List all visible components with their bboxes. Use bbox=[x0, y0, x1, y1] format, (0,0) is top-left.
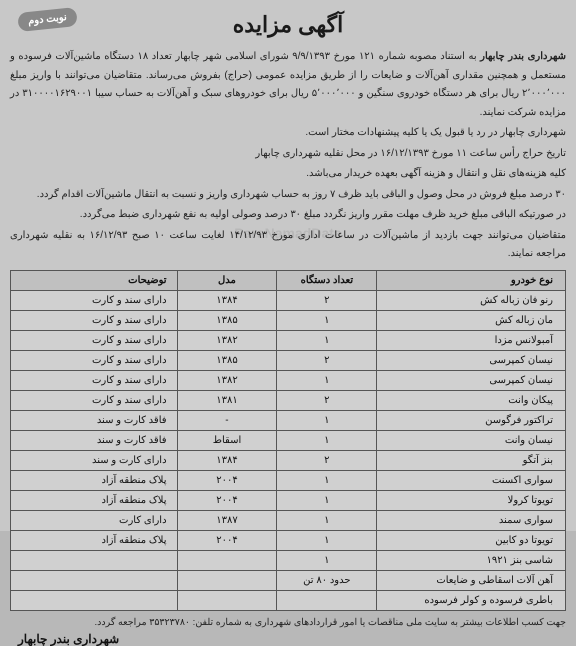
table-row: آمبولانس مزدا۱۱۳۸۲دارای سند و کارت bbox=[11, 330, 566, 350]
table-body: رنو فان زباله کش۲۱۳۸۴دارای سند و کارتمان… bbox=[11, 290, 566, 610]
table-cell: ۱۳۸۴ bbox=[177, 450, 277, 470]
table-cell: ۱ bbox=[277, 470, 377, 490]
table-cell: دارای سند و کارت bbox=[11, 390, 178, 410]
table-cell: پیکان وانت bbox=[377, 390, 566, 410]
table-row: نیسان کمپرسی۱۱۳۸۲دارای سند و کارت bbox=[11, 370, 566, 390]
paragraph: متقاضیان می‌توانند جهت بازدید از ماشین‌آ… bbox=[10, 227, 566, 264]
table-cell bbox=[11, 550, 178, 570]
table-cell: ۱۳۸۱ bbox=[177, 390, 277, 410]
table-cell: ۱۳۸۵ bbox=[177, 310, 277, 330]
footer-contact: جهت کسب اطلاعات بیشتر به سایت ملی مناقصا… bbox=[10, 617, 566, 628]
table-cell: شاسی بنز ۱۹۲۱ bbox=[377, 550, 566, 570]
table-cell: باطری فرسوده و کولر فرسوده bbox=[377, 590, 566, 610]
table-cell: ۱۳۸۷ bbox=[177, 510, 277, 530]
table-cell: نیسان کمپرسی bbox=[377, 350, 566, 370]
table-cell: تویوتا دو کابین bbox=[377, 530, 566, 550]
table-cell: - bbox=[177, 410, 277, 430]
table-row: سواری سمند۱۱۳۸۷دارای کارت bbox=[11, 510, 566, 530]
table-cell: مان زباله کش bbox=[377, 310, 566, 330]
table-cell: فاقد کارت و سند bbox=[11, 430, 178, 450]
table-cell bbox=[11, 590, 178, 610]
table-cell: دارای سند و کارت bbox=[11, 290, 178, 310]
table-cell: ۱ bbox=[277, 310, 377, 330]
table-cell: سواری سمند bbox=[377, 510, 566, 530]
table-cell: دارای کارت و سند bbox=[11, 450, 178, 470]
table-cell: دارای سند و کارت bbox=[11, 370, 178, 390]
table-cell: آهن آلات اسقاطی و ضایعات bbox=[377, 570, 566, 590]
page-title: آگهی مزایده bbox=[10, 12, 566, 38]
table-cell: رنو فان زباله کش bbox=[377, 290, 566, 310]
table-cell: ۱ bbox=[277, 410, 377, 430]
table-cell: ۱ bbox=[277, 510, 377, 530]
table-cell: حدود ۸۰ تن bbox=[277, 570, 377, 590]
table-cell: دارای سند و کارت bbox=[11, 350, 178, 370]
table-cell: پلاک منطقه آزاد bbox=[11, 490, 178, 510]
table-cell: تراکتور فرگوسن bbox=[377, 410, 566, 430]
table-row: سواری اکسنت۱۲۰۰۴پلاک منطقه آزاد bbox=[11, 470, 566, 490]
table-row: مان زباله کش۱۱۳۸۵دارای سند و کارت bbox=[11, 310, 566, 330]
table-cell bbox=[277, 590, 377, 610]
table-cell: ۱ bbox=[277, 550, 377, 570]
table-cell bbox=[177, 590, 277, 610]
table-cell: ۲۰۰۴ bbox=[177, 490, 277, 510]
col-header: تعداد دستگاه bbox=[277, 270, 377, 290]
table-row: شاسی بنز ۱۹۲۱۱ bbox=[11, 550, 566, 570]
table-cell: ۲ bbox=[277, 450, 377, 470]
table-header-row: نوع خودروتعداد دستگاهمدلتوضیحات bbox=[11, 270, 566, 290]
table-cell: فاقد کارت و سند bbox=[11, 410, 178, 430]
table-cell: سواری اکسنت bbox=[377, 470, 566, 490]
table-cell: ۱ bbox=[277, 530, 377, 550]
table-row: آهن آلات اسقاطی و ضایعاتحدود ۸۰ تن bbox=[11, 570, 566, 590]
table-row: بنز آتگو۲۱۳۸۴دارای کارت و سند bbox=[11, 450, 566, 470]
table-cell: نیسان وانت bbox=[377, 430, 566, 450]
paragraph: کلیه هزینه‌های نقل و انتقال و هزینه آگهی… bbox=[10, 165, 566, 184]
table-cell: ۱ bbox=[277, 330, 377, 350]
table-cell: دارای سند و کارت bbox=[11, 330, 178, 350]
table-cell: پلاک منطقه آزاد bbox=[11, 530, 178, 550]
table-cell bbox=[177, 550, 277, 570]
table-cell: ۱ bbox=[277, 430, 377, 450]
table-cell: ۱۳۸۴ bbox=[177, 290, 277, 310]
col-header: توضیحات bbox=[11, 270, 178, 290]
paragraph: شهرداری بندر چابهار به استناد مصوبه شمار… bbox=[10, 48, 566, 122]
table-row: نیسان وانت۱اسقاطفاقد کارت و سند bbox=[11, 430, 566, 450]
table-cell: پلاک منطقه آزاد bbox=[11, 470, 178, 490]
table-cell: ۲۰۰۴ bbox=[177, 470, 277, 490]
table-cell: تویوتا کرولا bbox=[377, 490, 566, 510]
table-cell: ۲۰۰۴ bbox=[177, 530, 277, 550]
table-cell: اسقاط bbox=[177, 430, 277, 450]
col-header: نوع خودرو bbox=[377, 270, 566, 290]
table-row: تراکتور فرگوسن۱-فاقد کارت و سند bbox=[11, 410, 566, 430]
table-cell: دارای کارت bbox=[11, 510, 178, 530]
table-cell: ۱ bbox=[277, 490, 377, 510]
table-row: تویوتا دو کابین۱۲۰۰۴پلاک منطقه آزاد bbox=[11, 530, 566, 550]
table-cell bbox=[177, 570, 277, 590]
table-cell: ۱۳۸۲ bbox=[177, 370, 277, 390]
table-cell: بنز آتگو bbox=[377, 450, 566, 470]
table-cell: ۱۳۸۲ bbox=[177, 330, 277, 350]
paragraph: تاریخ حراج رأس ساعت ۱۱ مورخ ۱۶/۱۲/۱۳۹۳ د… bbox=[10, 145, 566, 164]
table-cell: ۲ bbox=[277, 350, 377, 370]
paragraph: شهرداری چابهار در رد یا قبول یک یا کلیه … bbox=[10, 124, 566, 143]
table-row: رنو فان زباله کش۲۱۳۸۴دارای سند و کارت bbox=[11, 290, 566, 310]
table-cell: دارای سند و کارت bbox=[11, 310, 178, 330]
table-cell: ۲ bbox=[277, 290, 377, 310]
table-cell: ۱۳۸۵ bbox=[177, 350, 277, 370]
body-paragraphs: شهرداری بندر چابهار به استناد مصوبه شمار… bbox=[10, 48, 566, 264]
table-row: باطری فرسوده و کولر فرسوده bbox=[11, 590, 566, 610]
paragraph: در صورتیکه الباقی مبلغ خرید ظرف مهلت مقر… bbox=[10, 206, 566, 225]
signature: شهرداری بندر چابهار bbox=[10, 632, 566, 646]
table-cell: آمبولانس مزدا bbox=[377, 330, 566, 350]
vehicle-table: نوع خودروتعداد دستگاهمدلتوضیحات رنو فان … bbox=[10, 270, 566, 611]
table-cell: نیسان کمپرسی bbox=[377, 370, 566, 390]
paragraph: ۳۰ درصد مبلغ فروش در محل وصول و الباقی ب… bbox=[10, 186, 566, 205]
table-cell: ۱ bbox=[277, 370, 377, 390]
col-header: مدل bbox=[177, 270, 277, 290]
table-cell bbox=[11, 570, 178, 590]
table-cell: ۲ bbox=[277, 390, 377, 410]
table-row: پیکان وانت۲۱۳۸۱دارای سند و کارت bbox=[11, 390, 566, 410]
table-row: نیسان کمپرسی۲۱۳۸۵دارای سند و کارت bbox=[11, 350, 566, 370]
auction-notice-document: نوبت دوم آگهی مزایده شهرداری بندر چابهار… bbox=[0, 0, 576, 531]
table-row: تویوتا کرولا۱۲۰۰۴پلاک منطقه آزاد bbox=[11, 490, 566, 510]
